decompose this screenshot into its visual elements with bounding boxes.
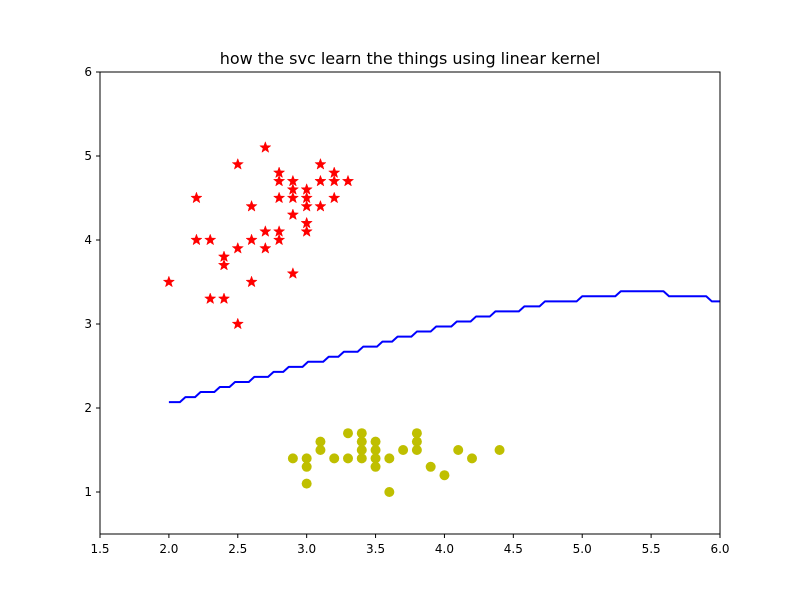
star-point [231, 241, 244, 254]
star-point [286, 191, 300, 204]
star-point [314, 199, 327, 212]
axes-frame [99, 71, 721, 535]
star-point [204, 292, 217, 305]
circle-point [384, 487, 395, 497]
circle-point [343, 453, 353, 464]
circle-point [370, 445, 381, 455]
star-point [272, 174, 286, 187]
star-point [328, 191, 341, 204]
star-point [300, 199, 313, 212]
star-point [259, 241, 272, 254]
star-point [217, 258, 231, 271]
star-point [259, 141, 272, 153]
x-tick-label: 5.5 [642, 542, 661, 556]
y-tick-label: 3 [84, 317, 92, 331]
star-point [245, 275, 258, 288]
x-tick-label: 6.0 [710, 542, 729, 556]
star-point [314, 174, 327, 187]
chart-title: how the svc learn the things using linea… [220, 49, 601, 68]
star-point [259, 225, 272, 237]
star-point [328, 174, 341, 187]
circle-point [494, 445, 505, 455]
y-tick-label: 6 [84, 65, 92, 79]
star-point [190, 191, 203, 204]
decision-boundary-layer [168, 290, 720, 404]
y-tick-label: 2 [84, 401, 92, 415]
circle-point [370, 436, 381, 447]
circle-point [411, 436, 422, 447]
circle-point [315, 445, 326, 455]
star-point [245, 199, 258, 212]
x-tick-label: 3.0 [297, 542, 316, 556]
circle-point [370, 461, 381, 472]
star-point [300, 225, 313, 237]
y-tick-label: 4 [84, 233, 92, 247]
points-layer [162, 141, 505, 497]
circle-point [343, 428, 353, 439]
x-tick-label: 5.0 [573, 542, 592, 556]
star-point [272, 191, 286, 204]
star-point [204, 233, 217, 246]
x-tick-label: 4.5 [504, 542, 523, 556]
circle-point [301, 478, 312, 489]
star-point [217, 292, 231, 305]
y-tick-label: 1 [84, 485, 92, 499]
circle-point [315, 436, 326, 447]
y-axis: 1 2 3 4 5 6 [84, 65, 100, 499]
circle-point [453, 445, 464, 455]
circle-point [439, 470, 450, 481]
circle-point [356, 453, 367, 464]
circle-point [398, 445, 409, 455]
star-point [162, 275, 176, 288]
star-point [245, 233, 258, 246]
circle-point [329, 453, 340, 464]
x-tick-label: 2.0 [159, 542, 178, 556]
circle-point [287, 453, 298, 464]
x-tick-label: 3.5 [366, 542, 385, 556]
circle-point [301, 453, 312, 464]
x-axis: 1.5 2.0 2.5 3.0 3.5 4.0 4.5 5.0 5.5 6.0 [90, 534, 730, 556]
axes-background [100, 72, 720, 534]
star-point [314, 157, 327, 170]
circle-point [425, 461, 436, 472]
plot-area [99, 71, 721, 535]
circle-point [384, 453, 395, 464]
star-point [286, 267, 300, 279]
decision-boundary-line [168, 290, 720, 404]
star-point [286, 208, 300, 221]
circle-point [411, 445, 422, 455]
star-point [231, 157, 244, 170]
circle-point [356, 445, 367, 455]
circle-point [467, 453, 477, 464]
circle-point [370, 453, 381, 464]
circle-point [411, 428, 422, 439]
circle-point [356, 436, 367, 447]
circle-point [301, 461, 312, 472]
star-point [272, 233, 286, 246]
x-tick-label: 4.0 [435, 542, 454, 556]
circle-point [356, 428, 367, 439]
star-point [341, 174, 355, 187]
x-tick-label: 2.5 [228, 542, 247, 556]
x-tick-label: 1.5 [90, 542, 109, 556]
star-point [231, 317, 244, 330]
y-tick-label: 5 [84, 149, 92, 163]
star-point [190, 233, 203, 246]
